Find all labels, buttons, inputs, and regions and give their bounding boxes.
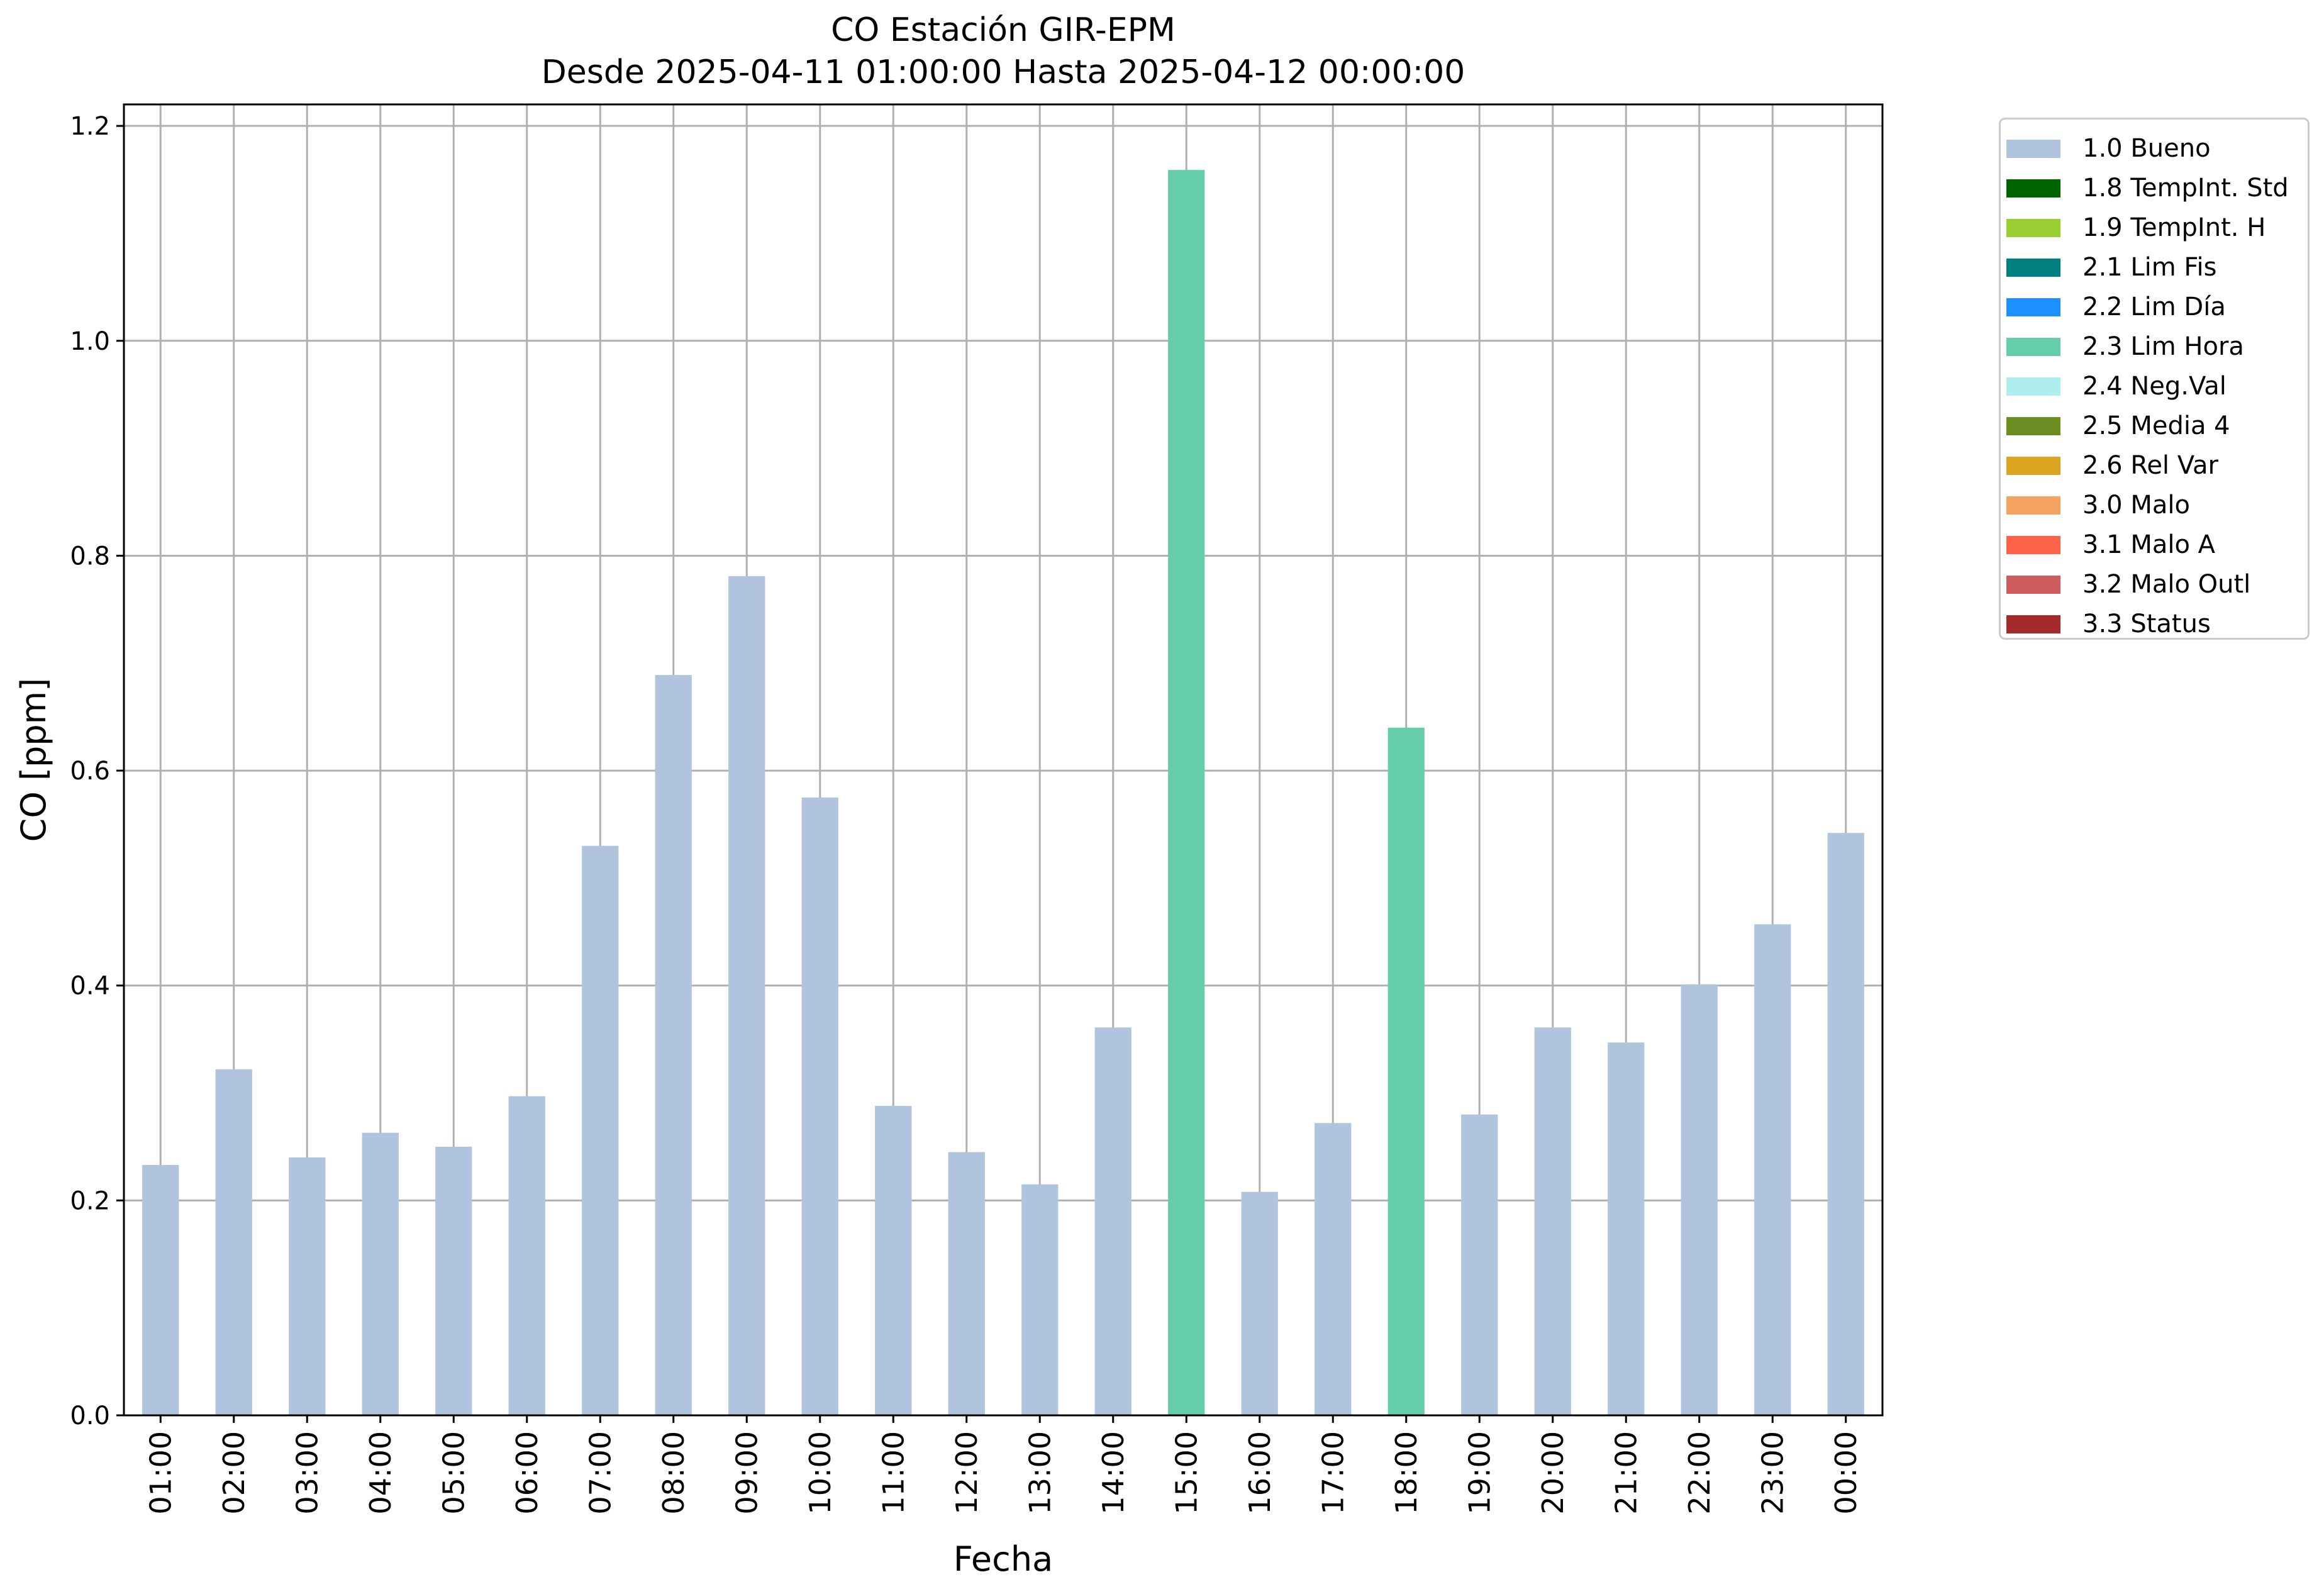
bar bbox=[1315, 1123, 1352, 1415]
y-tick-label: 0.6 bbox=[70, 757, 110, 786]
x-tick-label: 18:00 bbox=[1389, 1431, 1423, 1515]
x-tick-label: 21:00 bbox=[1609, 1431, 1643, 1515]
chart-title: CO Estación GIR-EPM bbox=[831, 11, 1176, 49]
x-tick-label: 12:00 bbox=[950, 1431, 984, 1515]
legend-swatch bbox=[2006, 615, 2060, 633]
y-tick-label: 0.0 bbox=[70, 1402, 110, 1430]
bar bbox=[1387, 727, 1425, 1415]
bar bbox=[1754, 924, 1791, 1415]
bar bbox=[362, 1132, 399, 1415]
bar bbox=[1021, 1184, 1059, 1415]
x-tick-label: 22:00 bbox=[1682, 1431, 1716, 1515]
x-tick-label: 17:00 bbox=[1316, 1431, 1350, 1515]
x-tick-label: 16:00 bbox=[1243, 1431, 1277, 1515]
x-tick-label: 03:00 bbox=[290, 1431, 324, 1515]
legend-label: 3.1 Malo A bbox=[2082, 530, 2216, 559]
x-tick-label: 14:00 bbox=[1096, 1431, 1130, 1515]
x-tick-label: 23:00 bbox=[1755, 1431, 1789, 1515]
bar bbox=[142, 1164, 179, 1415]
legend-swatch bbox=[2006, 258, 2060, 277]
x-tick-label: 01:00 bbox=[143, 1431, 177, 1515]
x-tick-label: 10:00 bbox=[803, 1431, 837, 1515]
bar bbox=[289, 1157, 326, 1415]
legend-swatch bbox=[2006, 337, 2060, 356]
legend-label: 2.2 Lim Día bbox=[2082, 293, 2226, 321]
legend-swatch bbox=[2006, 496, 2060, 515]
legend-label: 1.0 Bueno bbox=[2082, 134, 2211, 163]
x-tick-label: 09:00 bbox=[730, 1431, 764, 1515]
x-tick-label: 07:00 bbox=[583, 1431, 617, 1515]
x-tick-label: 05:00 bbox=[436, 1431, 470, 1515]
y-tick-label: 0.4 bbox=[70, 972, 110, 1001]
bar bbox=[1608, 1042, 1645, 1415]
x-tick-label: 02:00 bbox=[217, 1431, 251, 1515]
y-tick-label: 0.2 bbox=[70, 1186, 110, 1215]
legend-swatch bbox=[2006, 179, 2060, 198]
bar bbox=[435, 1146, 472, 1415]
x-tick-label: 06:00 bbox=[510, 1431, 544, 1515]
legend-label: 2.3 Lim Hora bbox=[2082, 332, 2244, 361]
legend-label: 3.2 Malo Outl bbox=[2082, 570, 2251, 599]
legend-swatch bbox=[2006, 218, 2060, 237]
legend-swatch bbox=[2006, 139, 2060, 158]
bar bbox=[655, 675, 692, 1415]
x-tick-label: 15:00 bbox=[1169, 1431, 1203, 1515]
legend-label: 1.8 TempInt. Std bbox=[2082, 174, 2289, 203]
bar bbox=[508, 1096, 545, 1415]
bar bbox=[1241, 1191, 1278, 1415]
y-axis-label: CO [ppm] bbox=[14, 678, 53, 842]
x-tick-label: 20:00 bbox=[1536, 1431, 1570, 1515]
bar bbox=[582, 845, 619, 1415]
x-axis-label: Fecha bbox=[954, 1539, 1053, 1579]
bar bbox=[1094, 1027, 1131, 1415]
legend: 1.0 Bueno 1.8 TempInt. Std 1.9 TempInt. H 2… bbox=[1999, 118, 2310, 640]
bar bbox=[948, 1152, 985, 1415]
plot-frame bbox=[123, 103, 1884, 1417]
bar bbox=[728, 576, 765, 1415]
legend-swatch bbox=[2006, 416, 2060, 435]
bar bbox=[1827, 833, 1864, 1415]
y-tick-label: 1.2 bbox=[70, 112, 110, 141]
bar bbox=[215, 1069, 252, 1415]
x-tick-label: 08:00 bbox=[657, 1431, 691, 1515]
y-tick-label: 1.0 bbox=[70, 327, 110, 356]
x-tick-label: 13:00 bbox=[1023, 1431, 1057, 1515]
bar bbox=[801, 797, 838, 1415]
y-tick-label: 0.8 bbox=[70, 542, 110, 571]
legend-swatch bbox=[2006, 535, 2060, 554]
bar bbox=[1681, 984, 1718, 1415]
chart-subtitle: Desde 2025-04-11 01:00:00 Hasta 2025-04-… bbox=[541, 53, 1465, 91]
x-tick-label: 04:00 bbox=[364, 1431, 398, 1515]
bar bbox=[1168, 170, 1205, 1416]
bar bbox=[1534, 1027, 1571, 1415]
legend-swatch bbox=[2006, 377, 2060, 396]
legend-label: 2.6 Rel Var bbox=[2082, 451, 2218, 480]
legend-label: 1.9 TempInt. H bbox=[2082, 213, 2266, 242]
legend-swatch bbox=[2006, 575, 2060, 594]
legend-label: 3.0 Malo bbox=[2082, 491, 2190, 520]
legend-swatch bbox=[2006, 456, 2060, 475]
legend-label: 2.4 Neg.Val bbox=[2082, 372, 2227, 401]
legend-label: 2.1 Lim Fis bbox=[2082, 253, 2217, 282]
legend-label: 2.5 Media 4 bbox=[2082, 411, 2230, 440]
legend-label: 3.3 Status bbox=[2082, 610, 2211, 638]
legend-swatch bbox=[2006, 298, 2060, 316]
x-tick-label: 00:00 bbox=[1829, 1431, 1863, 1515]
bar bbox=[875, 1106, 912, 1415]
x-tick-label: 11:00 bbox=[876, 1431, 910, 1515]
bar bbox=[1461, 1114, 1498, 1415]
x-tick-label: 19:00 bbox=[1462, 1431, 1496, 1515]
